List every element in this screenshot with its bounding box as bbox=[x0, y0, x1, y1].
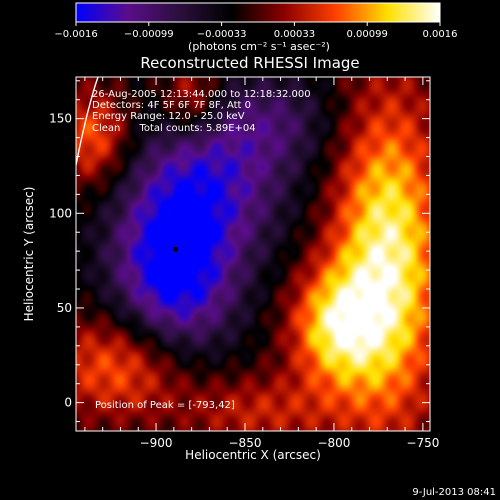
x-tick-label: −900 bbox=[140, 436, 173, 450]
x-tick-label: −800 bbox=[317, 436, 350, 450]
colorbar-tick-label: 0.00033 bbox=[274, 29, 315, 40]
info-energy-range: Energy Range: 12.0 - 25.0 keV bbox=[92, 111, 245, 122]
axis-ticks: −900 −850 −800 −750 0 50 100 150 bbox=[49, 77, 439, 450]
colorbar-tick-label: −0.00033 bbox=[197, 29, 247, 40]
x-tick-label: −750 bbox=[406, 436, 439, 450]
footer-date: 9-Jul-2013 08:41 bbox=[412, 487, 496, 498]
y-tick-label: 0 bbox=[64, 396, 72, 410]
info-detectors: Detectors: 4F 5F 6F 7F 8F, Att 0 bbox=[92, 100, 251, 111]
info-time-range: 26-Aug-2005 12:13:44.000 to 12:18:32.000 bbox=[92, 89, 311, 100]
colorbar-ticks: −0.0016 −0.00099 −0.00033 0.00033 0.00099 0.0… bbox=[54, 22, 458, 40]
y-tick-label: 150 bbox=[49, 112, 72, 126]
colorbar-tick-label: −0.0016 bbox=[54, 29, 97, 40]
plot-frame bbox=[75, 76, 431, 432]
y-tick-label: 50 bbox=[57, 301, 72, 315]
x-tick-label: −850 bbox=[229, 436, 262, 450]
info-clean-counts: Clean Total counts: 5.89E+04 bbox=[92, 123, 256, 134]
colorbar-gradient bbox=[75, 2, 441, 23]
plot-area: −900 −850 −800 −750 0 50 100 150 bbox=[49, 76, 439, 450]
y-tick-label: 100 bbox=[49, 206, 72, 220]
observation-info: 26-Aug-2005 12:13:44.000 to 12:18:32.000… bbox=[92, 89, 311, 411]
colorbar: −0.0016 −0.00099 −0.00033 0.00033 0.00099 0.0… bbox=[54, 2, 458, 53]
solar-limb bbox=[76, 77, 99, 166]
chart-title: Reconstructed RHESSI Image bbox=[140, 54, 359, 72]
x-axis-label: Heliocentric X (arcsec) bbox=[185, 448, 321, 462]
flare-position-marker bbox=[173, 246, 179, 252]
colorbar-tick-label: 0.00099 bbox=[347, 29, 388, 40]
colorbar-tick-label: −0.00099 bbox=[124, 29, 174, 40]
heatmap-image bbox=[76, 77, 430, 431]
y-axis-label: Heliocentric Y (arcsec) bbox=[22, 187, 36, 322]
colorbar-tick-label: 0.0016 bbox=[423, 29, 458, 40]
colorbar-unit-label: (photons cm⁻² s⁻¹ asec⁻²) bbox=[188, 40, 330, 53]
peak-position-label: Position of Peak = [-793,42] bbox=[95, 400, 235, 411]
